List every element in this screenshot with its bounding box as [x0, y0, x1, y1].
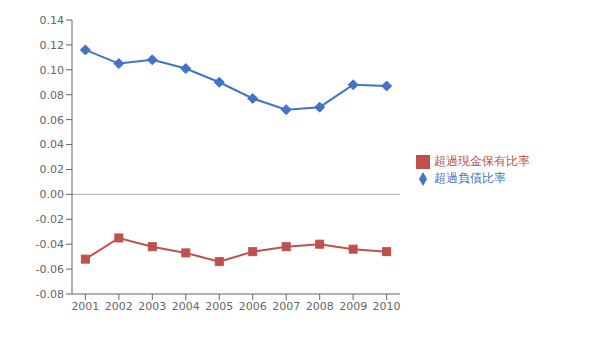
html-text:超過現金保有比率: 超過現金保有比率 — [434, 154, 530, 168]
svg-text:-0.04: -0.04 — [36, 238, 64, 251]
html-text:超過負債比率: 超過負債比率 — [434, 171, 506, 185]
svg-text:2006: 2006 — [239, 300, 267, 313]
svg-text:2001: 2001 — [71, 300, 99, 313]
svg-text:0.00: 0.00 — [40, 188, 65, 201]
svg-text:0.04: 0.04 — [40, 138, 65, 151]
svg-text:2002: 2002 — [105, 300, 133, 313]
svg-text:-0.06: -0.06 — [36, 263, 64, 276]
svg-text:2007: 2007 — [272, 300, 300, 313]
svg-text:-0.02: -0.02 — [36, 213, 64, 226]
svg-text:0.10: 0.10 — [40, 64, 65, 77]
svg-text:0.08: 0.08 — [40, 89, 65, 102]
svg-text:0.14: 0.14 — [40, 14, 65, 27]
svg-text:2004: 2004 — [172, 300, 200, 313]
svg-text:0.06: 0.06 — [40, 114, 65, 127]
svg-text:2009: 2009 — [339, 300, 367, 313]
svg-text:2008: 2008 — [306, 300, 334, 313]
svg-text:2003: 2003 — [138, 300, 166, 313]
svg-text:0.12: 0.12 — [40, 39, 65, 52]
svg-text:2010: 2010 — [373, 300, 401, 313]
svg-text:-0.08: -0.08 — [36, 288, 64, 301]
svg-text:0.02: 0.02 — [40, 163, 65, 176]
svg-text:2005: 2005 — [205, 300, 233, 313]
